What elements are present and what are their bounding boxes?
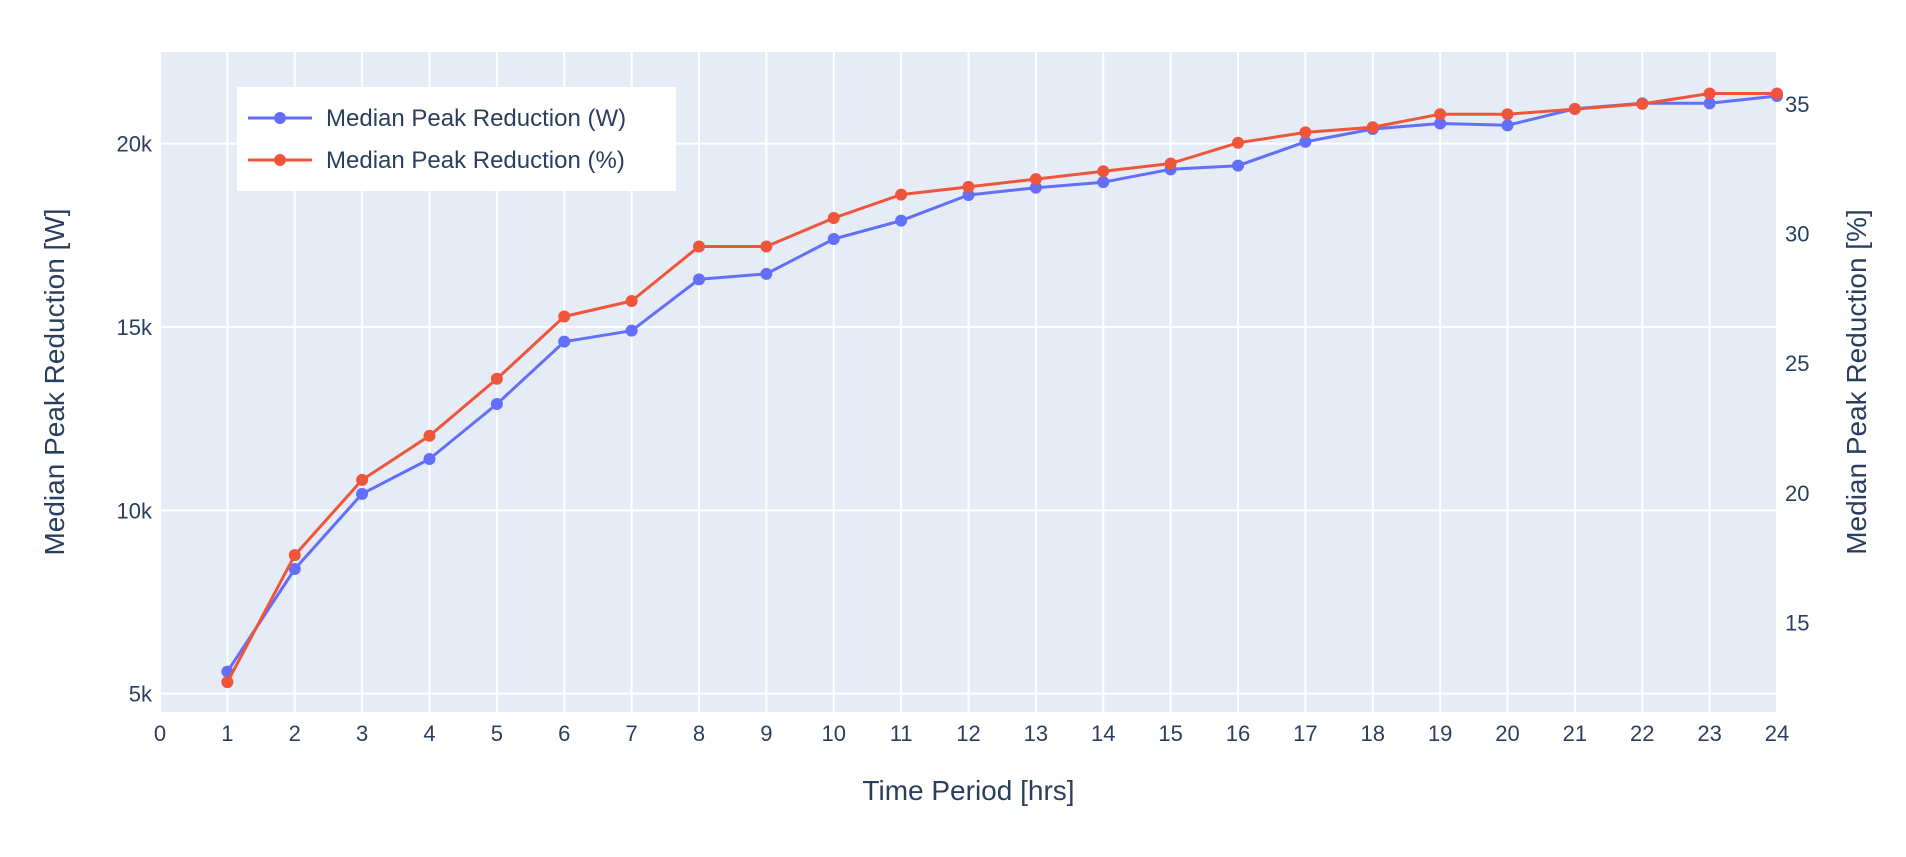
series-percent [221,87,1783,689]
data-point [558,335,571,348]
y2-tick-label: 35 [1785,92,1809,117]
data-point [625,294,638,307]
data-point [1097,176,1110,189]
x-tick-label: 13 [1024,721,1048,746]
data-point [423,453,436,465]
x-tick-label: 21 [1563,721,1587,746]
x-tick-label: 2 [289,721,301,746]
data-point [693,273,705,286]
data-point [1299,126,1312,139]
data-point [356,473,369,486]
x-tick-label: 11 [890,721,913,746]
data-point [221,676,234,689]
line-watts [226,94,1778,673]
x-tick-label: 18 [1361,721,1385,746]
x-tick-label: 16 [1226,721,1250,746]
y2-axis-title: Median Peak Reduction [%] [1841,209,1872,555]
y-tick-label: 5k [129,682,153,707]
x-tick-label: 9 [760,721,772,746]
data-point [1636,97,1649,110]
data-point [1097,165,1110,178]
data-point [288,563,301,575]
series-watts [221,90,1783,678]
data-point [760,240,773,253]
data-point [962,180,975,193]
x-tick-label: 6 [558,721,570,746]
x-tick-label: 20 [1495,721,1519,746]
data-point [895,188,908,201]
data-point [760,267,773,280]
data-point [1703,97,1716,110]
y-axis-title: Median Peak Reduction [W] [39,208,70,555]
data-point [288,549,301,562]
x-tick-label: 24 [1765,721,1789,746]
data-point [1232,136,1244,149]
data-point [1568,103,1581,116]
y2-tick-label: 15 [1785,611,1809,636]
data-point [1501,119,1514,132]
legend[interactable]: Median Peak Reduction (W) Median Peak Re… [237,87,676,191]
data-point [895,214,908,227]
data-point [1029,181,1042,194]
x-tick-label: 22 [1630,721,1654,746]
data-point [1434,108,1447,121]
legend-label-watts: Median Peak Reduction (W) [326,105,626,132]
y-tick-label: 15k [117,315,153,340]
y2-tick-label: 30 [1785,222,1809,247]
x-tick-label: 17 [1293,721,1317,746]
x-tick-label: 12 [956,721,980,746]
x-tick-label: 19 [1428,721,1452,746]
legend-background [237,87,676,191]
data-point [558,310,571,323]
x-tick-label: 14 [1091,721,1115,746]
x-tick-label: 0 [154,721,166,746]
data-point [490,398,503,410]
data-point [1029,173,1042,186]
x-tick-label: 23 [1697,721,1721,746]
data-point [1164,157,1177,170]
legend-marker-percent [274,154,286,166]
data-point [1771,87,1783,100]
x-tick-label: 4 [423,721,435,746]
data-point [1232,159,1244,172]
data-point [827,233,840,245]
legend-item-watts[interactable]: Median Peak Reduction (W) [248,105,626,132]
y-axis-ticks: 5k 10k 15k 20k [117,132,153,707]
line-percent [226,92,1777,683]
data-point [1703,87,1716,100]
x-tick-label: 1 [221,721,233,746]
y-tick-label: 10k [117,498,153,523]
legend-marker-watts [274,112,286,124]
y2-tick-label: 20 [1785,481,1809,506]
x-tick-label: 5 [491,721,503,746]
legend-item-percent[interactable]: Median Peak Reduction (%) [248,147,625,174]
series [221,87,1783,689]
data-point [625,324,638,337]
legend-label-percent: Median Peak Reduction (%) [326,147,625,174]
x-tick-label: 8 [693,721,705,746]
y-tick-label: 20k [117,132,153,157]
data-point [490,372,503,385]
y2-axis-ticks: 15 20 25 30 35 [1785,92,1809,636]
x-tick-label: 10 [822,721,846,746]
data-point [356,487,369,500]
x-tick-label: 3 [356,721,368,746]
data-point [693,240,705,253]
x-axis-ticks: 0 1 2 3 4 5 6 7 8 9 10 11 12 13 14 15 16 17 18 19 20 21 22 23 24 [154,721,1789,746]
data-point [1434,117,1447,130]
data-point [1366,121,1379,134]
y2-tick-label: 25 [1785,351,1809,376]
data-point [1299,135,1312,148]
data-point [827,211,840,224]
x-axis-title: Time Period [hrs] [862,775,1074,806]
data-point [423,429,436,442]
x-tick-label: 7 [626,721,638,746]
x-tick-label: 15 [1158,721,1182,746]
data-point [1501,108,1514,121]
